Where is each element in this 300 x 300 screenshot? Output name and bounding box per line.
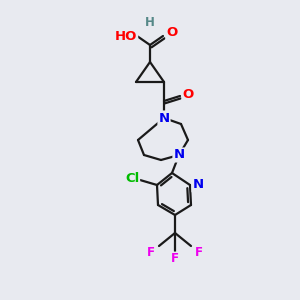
- Text: F: F: [171, 253, 179, 266]
- Text: O: O: [167, 26, 178, 40]
- Text: Cl: Cl: [125, 172, 139, 184]
- Text: F: F: [195, 245, 203, 259]
- Text: N: N: [192, 178, 204, 191]
- Text: F: F: [147, 245, 155, 259]
- Text: HO: HO: [115, 29, 137, 43]
- Text: H: H: [145, 16, 155, 28]
- Text: N: N: [173, 148, 184, 161]
- Text: O: O: [182, 88, 194, 100]
- Text: N: N: [158, 112, 169, 124]
